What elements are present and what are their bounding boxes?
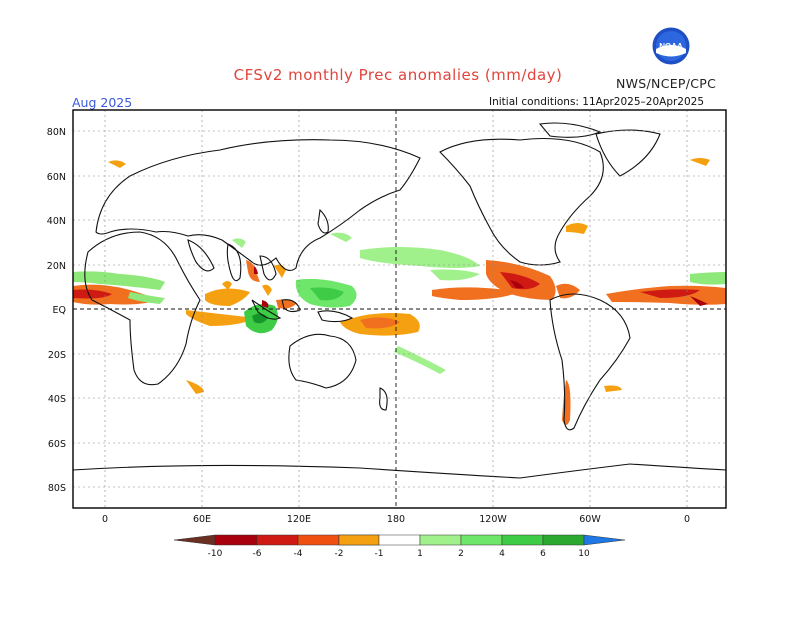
colorbar-box	[338, 534, 380, 546]
colorbar-box	[542, 534, 585, 546]
colorbar-box	[256, 534, 299, 546]
colorbar-box	[297, 534, 340, 546]
lon-label: 120W	[479, 514, 507, 525]
colorbar-boxes	[173, 534, 626, 546]
colorbar-box	[501, 534, 544, 546]
colorbar-tick: 4	[499, 549, 505, 559]
continent-outlines	[73, 122, 726, 479]
colorbar-tick: -1	[375, 549, 384, 559]
lat-label: 40N	[47, 216, 66, 227]
colorbar-tick: 2	[458, 549, 464, 559]
lon-label: 60W	[579, 514, 601, 525]
initial-conditions-label: Initial conditions: 11Apr2025–20Apr2025	[489, 96, 705, 108]
noaa-logo-text: NOAA	[659, 42, 683, 51]
lat-label: 60N	[47, 172, 66, 183]
colorbar-ticks: -10 -6 -4 -2 -1 1 2 4 6 10	[208, 549, 590, 559]
lon-labels: 0 60E 120E 180 120W 60W 0	[102, 514, 690, 525]
colorbar-arrow-wet	[583, 534, 626, 546]
lon-label: 120E	[287, 514, 311, 525]
colorbar-tick: 10	[578, 549, 590, 559]
lat-label: 80N	[47, 127, 66, 138]
noaa-logo: NOAA	[652, 27, 690, 65]
lon-label: 0	[102, 514, 108, 525]
lat-label: 60S	[48, 439, 66, 450]
lat-label: 80S	[48, 483, 66, 494]
lon-label: 60E	[193, 514, 211, 525]
colorbar-tick: 6	[540, 549, 546, 559]
colorbar-tick: -2	[335, 549, 344, 559]
lon-label: 180	[387, 514, 405, 525]
lat-label: 20N	[47, 261, 66, 272]
map-frame	[72, 109, 727, 509]
equator-dateline	[73, 110, 726, 508]
agency-label: NWS/NCEP/CPC	[616, 76, 717, 91]
lat-label: 40S	[48, 394, 66, 405]
lat-lon-grid	[73, 110, 726, 508]
target-month-label: Aug 2025	[72, 95, 133, 110]
colorbar-box	[419, 534, 462, 546]
colorbar-box	[214, 534, 258, 546]
colorbar-tick: -10	[208, 549, 223, 559]
colorbar-box-neutral	[378, 534, 421, 546]
map-title: CFSv2 monthly Prec anomalies (mm/day)	[233, 66, 563, 84]
colorbar-tick: -4	[294, 549, 303, 559]
colorbar-arrow-dry	[173, 534, 216, 546]
colorbar-tick: -6	[253, 549, 262, 559]
lat-label: EQ	[53, 305, 66, 316]
lat-labels: 80N 60N 40N 20N EQ 20S 40S 60S 80S	[47, 127, 66, 494]
colorbar-box	[460, 534, 503, 546]
lon-label: 0	[684, 514, 690, 525]
colorbar-tick: 1	[417, 549, 423, 559]
lat-label: 20S	[48, 350, 66, 361]
